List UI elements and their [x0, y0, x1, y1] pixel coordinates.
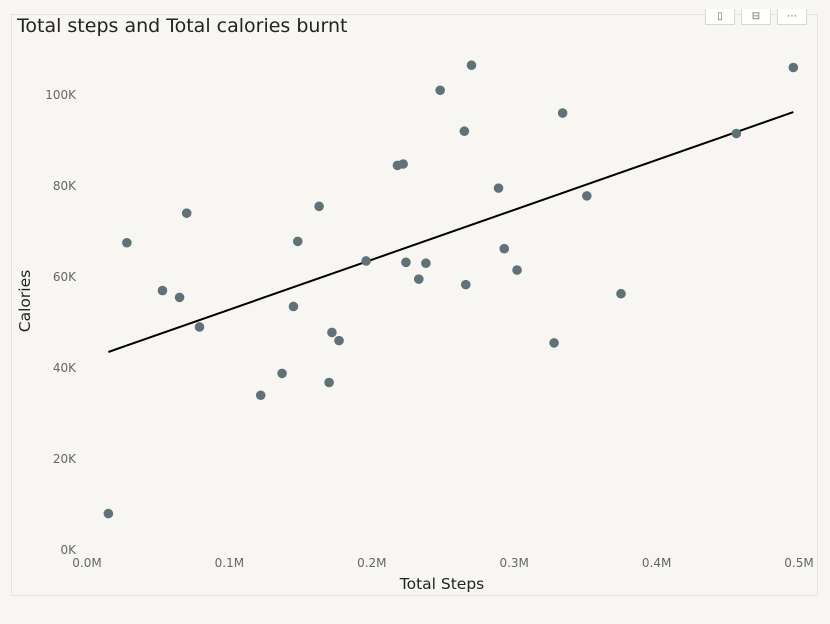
data-point[interactable] [255, 390, 266, 401]
visual-header-toolbar: ▯ ⊟ ⋯ [705, 9, 807, 25]
x-tick-label: 0.2M [357, 556, 386, 570]
data-point[interactable] [616, 288, 626, 299]
data-point[interactable] [413, 274, 424, 284]
trendline [108, 111, 794, 353]
data-point[interactable] [788, 62, 799, 73]
x-tick-label: 0.3M [499, 556, 528, 570]
data-point[interactable] [157, 285, 168, 296]
data-point[interactable] [314, 201, 324, 212]
data-point[interactable] [292, 236, 303, 247]
y-tick-label: 0K [60, 543, 77, 557]
x-axis-ticks: 0.0M 0.1M 0.2M 0.3M 0.4M 0.5M [72, 556, 813, 570]
data-point[interactable] [731, 128, 742, 139]
data-point[interactable] [398, 159, 408, 169]
data-point[interactable] [401, 257, 411, 268]
data-point[interactable] [435, 85, 445, 96]
data-point[interactable] [582, 191, 592, 201]
data-point[interactable] [493, 183, 504, 193]
y-tick-label: 60K [53, 270, 77, 284]
data-point[interactable] [288, 301, 299, 312]
data-point[interactable] [327, 327, 337, 338]
data-point[interactable] [421, 258, 431, 269]
data-point[interactable] [557, 108, 568, 118]
data-point[interactable] [174, 292, 185, 303]
data-point[interactable] [181, 208, 192, 218]
data-point[interactable] [194, 322, 205, 332]
y-tick-label: 80K [53, 179, 77, 193]
x-tick-label: 0.0M [72, 556, 101, 570]
x-tick-label: 0.5M [784, 556, 813, 570]
chart-title: Total steps and Total calories burnt [17, 15, 348, 37]
focus-mode-icon[interactable]: ⊟ [741, 9, 771, 25]
data-point[interactable] [499, 243, 510, 254]
data-point[interactable] [103, 508, 114, 519]
pin-icon[interactable]: ▯ [705, 9, 735, 25]
data-point[interactable] [277, 368, 287, 379]
x-tick-label: 0.1M [215, 556, 244, 570]
x-axis-label: Total Steps [399, 575, 485, 593]
more-options-icon[interactable]: ⋯ [777, 9, 807, 25]
data-point[interactable] [324, 377, 334, 388]
data-point[interactable] [460, 279, 471, 290]
y-axis-ticks: 0K 20K 40K 60K 80K 100K [45, 88, 77, 557]
data-point[interactable] [122, 237, 132, 248]
x-tick-label: 0.4M [642, 556, 671, 570]
data-point[interactable] [549, 338, 559, 348]
y-tick-label: 40K [53, 361, 77, 375]
data-point[interactable] [512, 265, 522, 275]
trendline-group [108, 111, 794, 353]
data-point[interactable] [466, 60, 477, 71]
y-tick-label: 20K [53, 452, 77, 466]
data-points [103, 60, 799, 519]
chart-visual-frame: ▯ ⊟ ⋯ [11, 9, 818, 596]
data-point[interactable] [459, 126, 470, 137]
data-point[interactable] [334, 335, 344, 346]
y-tick-label: 100K [45, 88, 77, 102]
y-axis-label: Calories [16, 270, 34, 332]
data-point[interactable] [361, 256, 371, 266]
